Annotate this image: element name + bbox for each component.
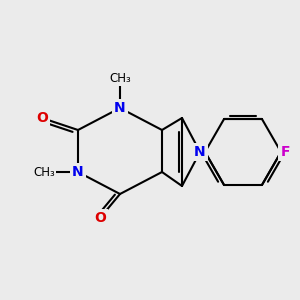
Text: N: N [114, 101, 126, 115]
Text: O: O [94, 211, 106, 225]
Text: CH₃: CH₃ [33, 166, 55, 178]
Text: O: O [36, 111, 48, 125]
Text: F: F [280, 145, 290, 159]
Text: CH₃: CH₃ [109, 71, 131, 85]
Text: N: N [194, 145, 206, 159]
Text: N: N [72, 165, 84, 179]
